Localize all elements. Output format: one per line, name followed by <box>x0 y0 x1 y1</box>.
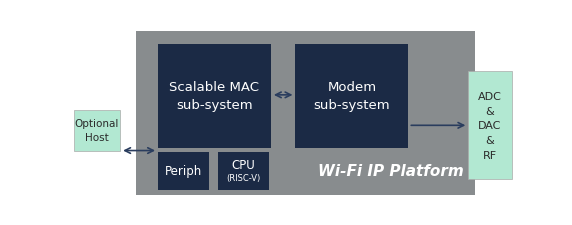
Text: Modem
sub-system: Modem sub-system <box>313 81 390 112</box>
FancyBboxPatch shape <box>136 32 475 195</box>
FancyBboxPatch shape <box>158 44 271 148</box>
Text: ADC
&
DAC
&
RF: ADC & DAC & RF <box>478 91 502 160</box>
Text: (RISC-V): (RISC-V) <box>226 174 260 183</box>
Text: Periph: Periph <box>165 165 202 178</box>
Text: Wi-Fi IP Platform: Wi-Fi IP Platform <box>318 163 463 178</box>
FancyBboxPatch shape <box>295 44 408 148</box>
FancyBboxPatch shape <box>158 153 209 190</box>
FancyBboxPatch shape <box>74 110 120 151</box>
FancyBboxPatch shape <box>218 153 269 190</box>
Text: Scalable MAC
sub-system: Scalable MAC sub-system <box>169 81 260 112</box>
FancyBboxPatch shape <box>468 72 512 180</box>
Text: CPU: CPU <box>232 158 255 171</box>
Text: Optional
Host: Optional Host <box>75 119 119 142</box>
